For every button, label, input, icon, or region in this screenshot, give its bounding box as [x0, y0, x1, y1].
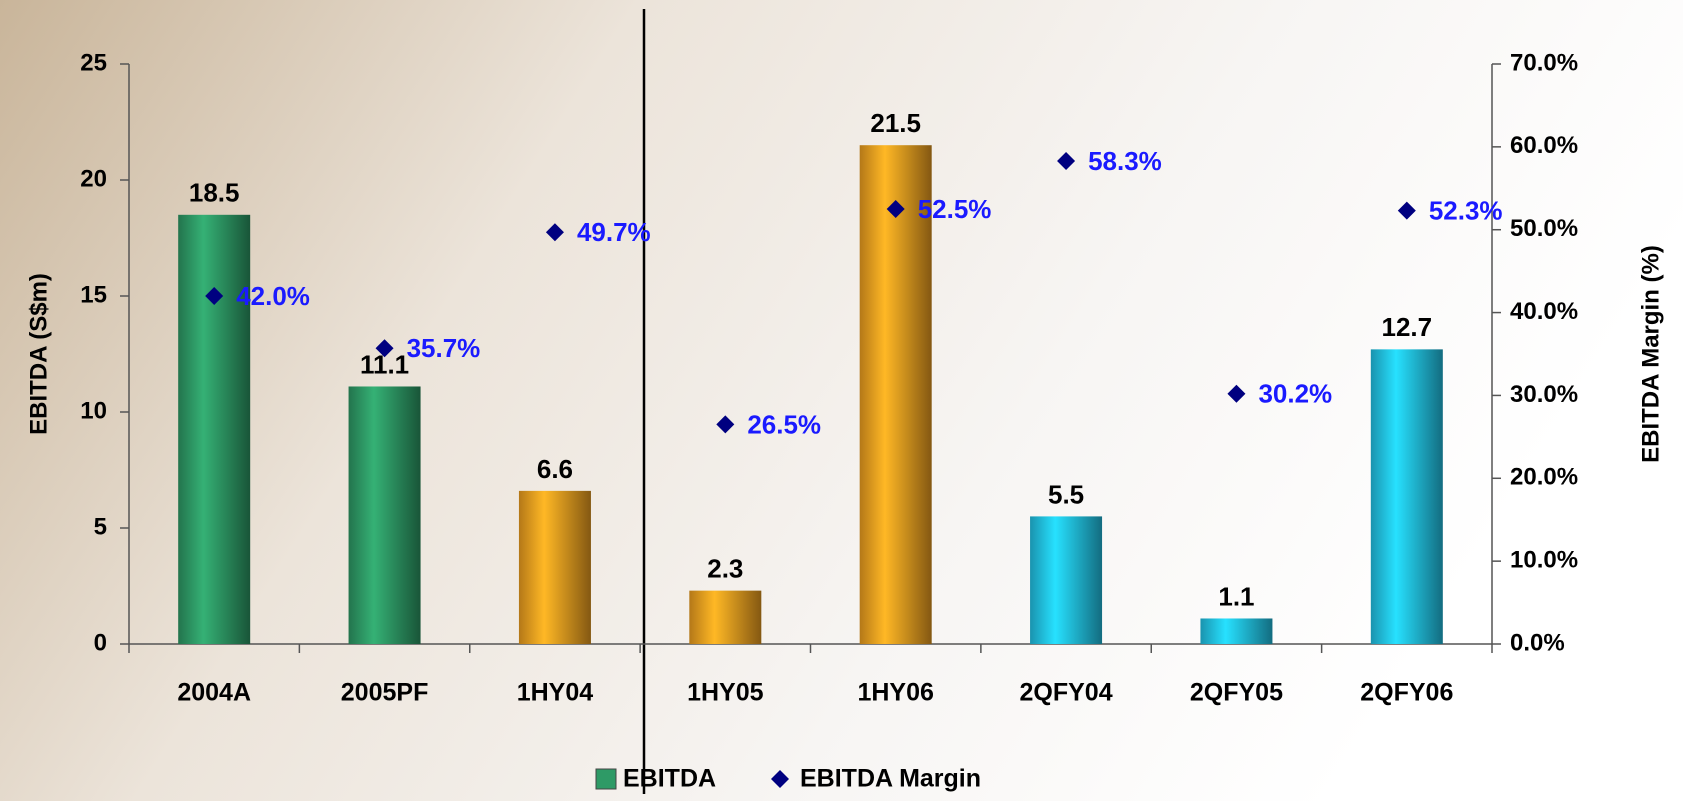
y2-tick-label: 60.0%	[1510, 132, 1578, 159]
bar	[349, 386, 421, 644]
y2-tick-label: 40.0%	[1510, 298, 1578, 325]
x-tick-label: 1HY05	[687, 679, 764, 707]
y-tick-label: 25	[80, 49, 107, 76]
y-tick-label: 10	[80, 397, 107, 424]
bar-value-label: 18.5	[189, 178, 240, 208]
bar-value-label: 6.6	[537, 454, 573, 484]
margin-value-label: 49.7%	[577, 217, 651, 247]
page: EBITDA (S$m) EBITDA Margin (%) 0 5 10 15 20 2…	[0, 0, 1683, 801]
bar	[1030, 516, 1102, 644]
legend-label: EBITDA	[623, 765, 716, 793]
y2-axis-title: EBITDA Margin (%)	[1637, 245, 1664, 463]
y-tick-label: 20	[80, 165, 107, 192]
legend-label: EBITDA Margin	[800, 765, 981, 793]
x-tick-label: 2QFY06	[1360, 679, 1453, 707]
bar	[689, 591, 761, 644]
bar-value-label: 2.3	[707, 554, 743, 584]
y-tick-label: 0	[94, 629, 107, 656]
bar-value-label: 1.1	[1218, 581, 1254, 611]
bar-value-label: 21.5	[870, 108, 921, 138]
margin-value-label: 58.3%	[1088, 146, 1162, 176]
chart: EBITDA (S$m) EBITDA Margin (%) 0 5 10 15 20 2…	[0, 0, 1683, 801]
legend-swatch	[596, 769, 616, 789]
y-axis-title: EBITDA (S$m)	[25, 273, 52, 435]
margin-value-label: 35.7%	[407, 333, 481, 363]
x-tick-label: 2QFY04	[1020, 679, 1113, 707]
x-tick-label: 1HY06	[857, 679, 933, 707]
margin-value-label: 26.5%	[747, 409, 821, 439]
margin-value-label: 30.2%	[1258, 379, 1332, 409]
bar	[1371, 349, 1443, 644]
margin-value-label: 52.5%	[918, 194, 992, 224]
y2-tick-label: 10.0%	[1510, 546, 1578, 573]
bar	[519, 491, 591, 644]
y2-tick-label: 50.0%	[1510, 215, 1578, 242]
margin-value-label: 52.3%	[1429, 196, 1503, 226]
bar-value-label: 12.7	[1382, 312, 1433, 342]
x-tick-label: 2QFY05	[1190, 679, 1283, 707]
y-tick-label: 15	[80, 281, 107, 308]
x-tick-label: 1HY04	[517, 679, 594, 707]
y2-tick-label: 70.0%	[1510, 49, 1578, 76]
x-tick-label: 2004A	[177, 679, 251, 707]
y2-tick-label: 0.0%	[1510, 629, 1565, 656]
bar-value-label: 5.5	[1048, 479, 1084, 509]
y2-tick-label: 30.0%	[1510, 381, 1578, 408]
margin-value-label: 42.0%	[236, 281, 310, 311]
y-tick-label: 5	[94, 513, 107, 540]
x-tick-label: 2005PF	[341, 679, 429, 707]
y2-tick-label: 20.0%	[1510, 464, 1578, 491]
bar	[178, 215, 250, 644]
bar	[1200, 618, 1272, 644]
